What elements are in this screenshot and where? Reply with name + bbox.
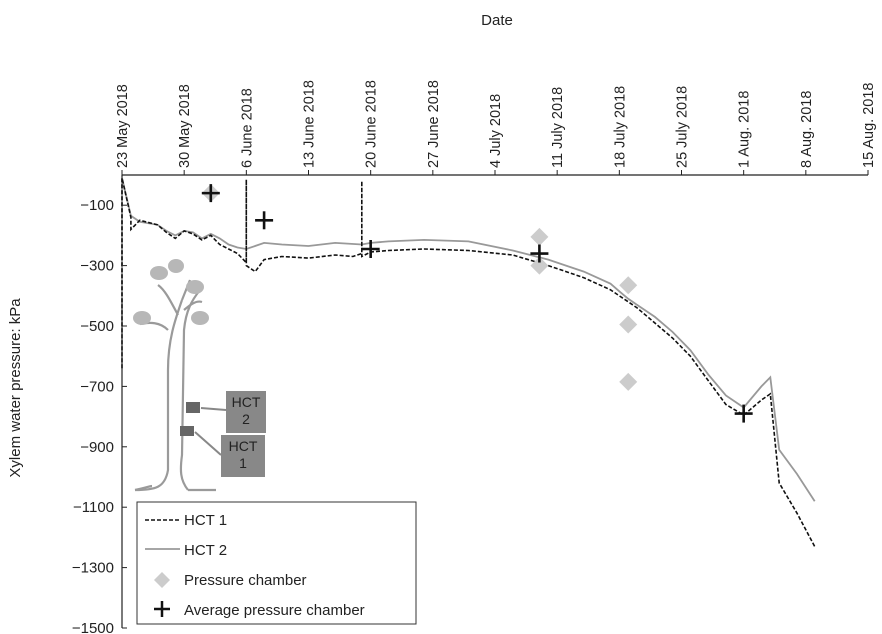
legend-hct1-label: HCT 1 [184,512,227,529]
y-axis-label: Xylem water pressure: kPa [7,298,24,478]
x-tick-label: 15 Aug. 2018 [861,83,877,168]
hct1-label-line2: 1 [239,455,247,471]
series-line-hct-1 [121,177,816,547]
y-tick-label: −300 [80,258,114,275]
y-tick-label: −700 [80,378,114,395]
x-tick-label: 18 July 2018 [612,86,628,168]
y-tick-label: −1100 [73,499,114,516]
pressure-chamber-point [619,276,638,295]
hct2-label-line1: HCT [232,394,261,410]
x-tick-label: 20 June 2018 [364,80,380,168]
x-tick-label: 13 June 2018 [302,80,318,168]
legend-pressure-chamber-swatch [154,572,170,588]
hct-sensors: HCT 2 HCT 1 [180,391,266,477]
average-pressure-chamber-point [530,244,549,263]
pressure-chamber-point [530,256,549,275]
x-tick-label: 1 Aug. 2018 [737,91,753,168]
average-pressure-chamber-point [734,404,753,423]
x-tick-label: 27 June 2018 [426,80,442,168]
markers-layer [201,184,753,423]
hct2-label-line2: 2 [242,411,250,427]
pressure-chamber-point [619,315,638,334]
x-axis-label: Date [481,12,513,29]
series-layer [121,177,816,547]
x-tick-label: 30 May 2018 [177,84,193,168]
average-pressure-chamber-point [201,184,220,203]
y-tick-label: −500 [80,318,114,335]
x-tick-label: 8 Aug. 2018 [799,91,815,168]
x-tick-labels: 23 May 2018 30 May 2018 6 June 2018 13 June… [115,80,877,168]
y-tick-label: −100 [80,197,114,214]
y-tick-labels: −100 −300 −500 −700 −900 −1100 −1300 −1500 [72,197,114,634]
legend-average-swatch [154,601,170,617]
y-tick-label: −1300 [72,560,114,577]
x-tick-label: 6 June 2018 [239,88,255,168]
y-tick-label: −900 [80,439,114,456]
average-pressure-chamber-point [255,211,274,230]
legend-hct2-label: HCT 2 [184,542,227,559]
y-tick-label: −1500 [72,620,114,634]
legend-average-label: Average pressure chamber [184,602,365,619]
x-tick-label: 11 July 2018 [550,87,566,168]
x-tick-label: 23 May 2018 [115,84,131,168]
x-tick-label: 25 July 2018 [675,86,691,168]
hct1-label-line1: HCT [229,438,258,454]
x-tick-label: 4 July 2018 [488,94,504,168]
legend: HCT 1 HCT 2 Pressure chamber Average pre… [136,501,417,625]
average-pressure-chamber-point [361,239,380,258]
pressure-chamber-point [619,372,638,391]
pressure-chamber-point [530,227,549,246]
tree-illustration [133,259,216,492]
legend-pressure-chamber-label: Pressure chamber [184,572,307,589]
